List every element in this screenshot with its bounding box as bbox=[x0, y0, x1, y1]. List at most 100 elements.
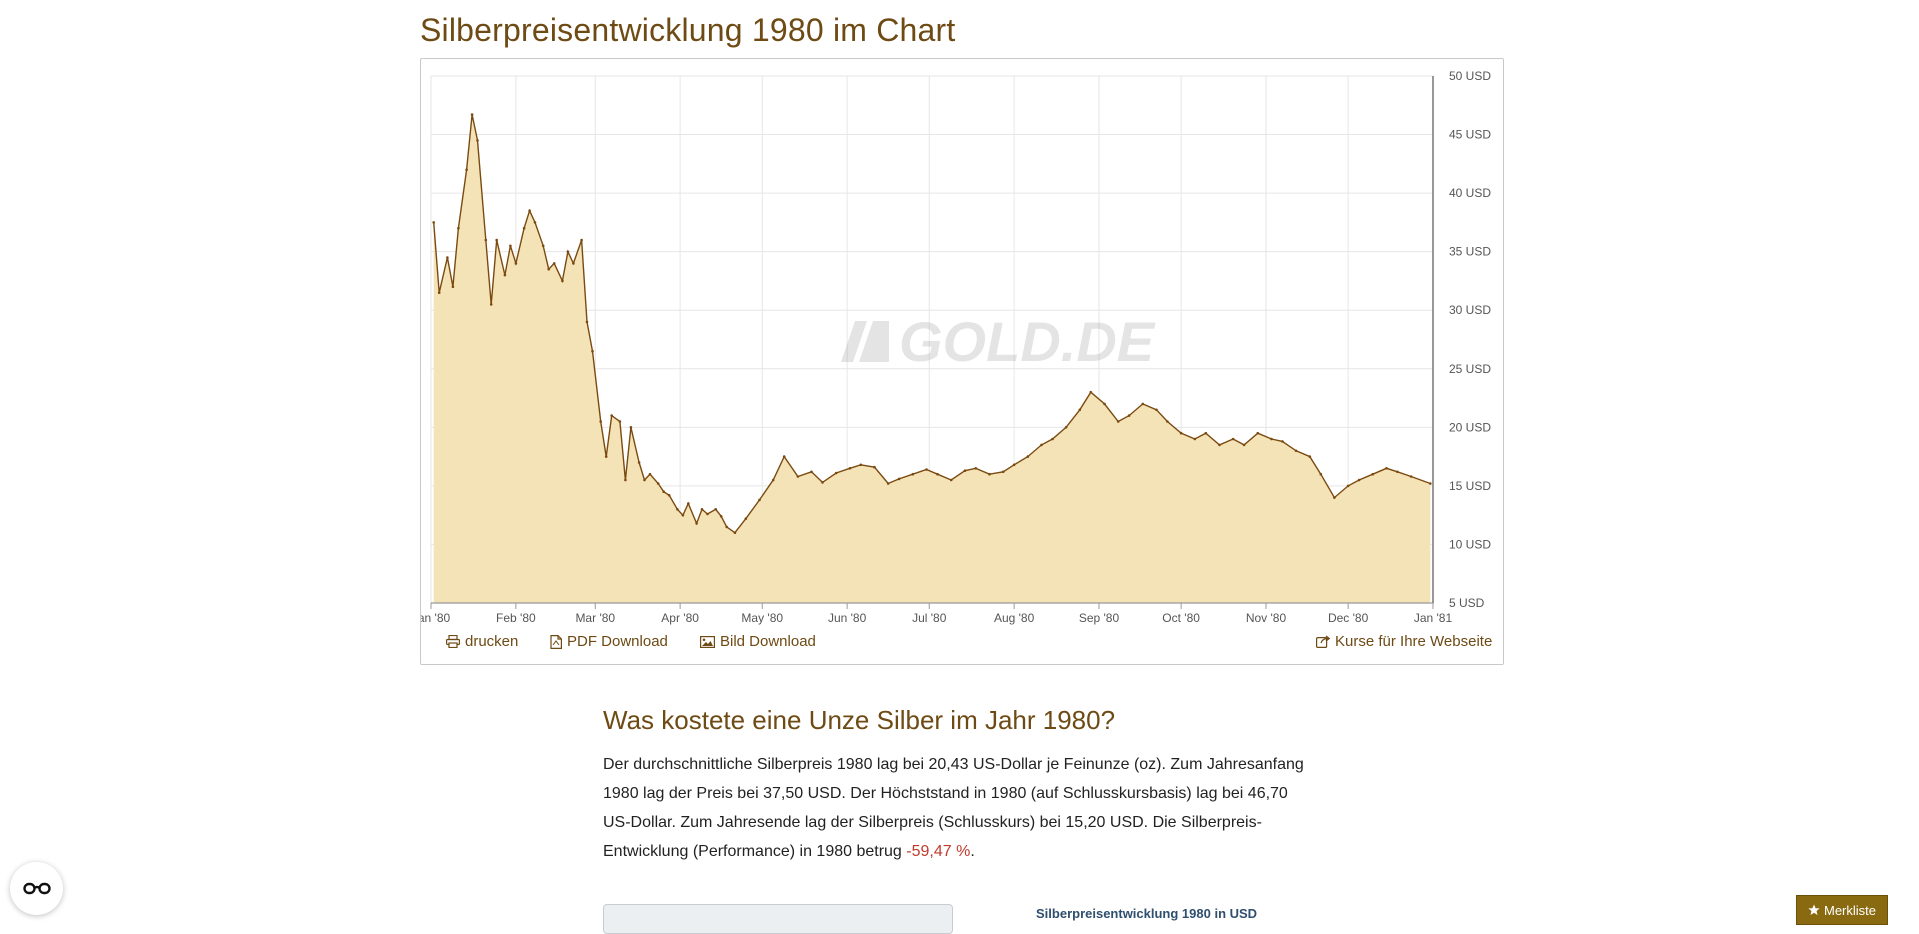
price-point[interactable] bbox=[1078, 408, 1082, 412]
price-point[interactable] bbox=[1040, 443, 1043, 447]
price-point[interactable] bbox=[1051, 437, 1054, 441]
price-point[interactable] bbox=[547, 267, 550, 271]
print-button[interactable]: drucken bbox=[446, 633, 518, 650]
price-point[interactable] bbox=[1308, 455, 1312, 458]
price-point[interactable] bbox=[911, 472, 915, 476]
price-point[interactable] bbox=[1357, 478, 1361, 482]
price-point[interactable] bbox=[585, 320, 589, 324]
price-point[interactable] bbox=[897, 477, 901, 481]
price-point[interactable] bbox=[676, 508, 679, 511]
price-point[interactable] bbox=[667, 494, 671, 497]
price-point[interactable] bbox=[988, 472, 991, 476]
price-point[interactable] bbox=[572, 262, 575, 265]
price-point[interactable] bbox=[758, 498, 761, 502]
price-point[interactable] bbox=[643, 478, 646, 482]
embed-rates-link[interactable]: Kurse für Ihre Webseite bbox=[1316, 633, 1492, 650]
price-point[interactable] bbox=[700, 508, 704, 511]
price-point[interactable] bbox=[1179, 431, 1183, 435]
price-point[interactable] bbox=[963, 469, 967, 473]
price-point[interactable] bbox=[1319, 472, 1323, 476]
price-point[interactable] bbox=[744, 517, 748, 520]
accessibility-button[interactable] bbox=[10, 862, 63, 915]
price-point[interactable] bbox=[873, 465, 876, 469]
price-point[interactable] bbox=[451, 285, 455, 289]
price-point[interactable] bbox=[1396, 470, 1399, 474]
price-point[interactable] bbox=[1089, 390, 1093, 394]
price-point[interactable] bbox=[522, 226, 526, 230]
price-point[interactable] bbox=[1141, 402, 1145, 406]
price-point[interactable] bbox=[974, 467, 978, 470]
price-point[interactable] bbox=[1166, 420, 1169, 423]
price-point[interactable] bbox=[618, 420, 622, 423]
price-point[interactable] bbox=[886, 482, 890, 485]
price-point[interactable] bbox=[796, 475, 800, 478]
price-point[interactable] bbox=[1333, 496, 1336, 499]
price-point[interactable] bbox=[514, 262, 518, 265]
price-point[interactable] bbox=[580, 238, 583, 242]
price-point[interactable] bbox=[925, 468, 928, 471]
price-point[interactable] bbox=[782, 455, 786, 458]
price-point[interactable] bbox=[489, 303, 493, 306]
price-point[interactable] bbox=[629, 426, 633, 429]
price-point[interactable] bbox=[662, 490, 665, 494]
price-point[interactable] bbox=[604, 455, 608, 458]
price-point[interactable] bbox=[1001, 470, 1005, 474]
price-point[interactable] bbox=[725, 525, 728, 529]
price-point[interactable] bbox=[1012, 463, 1016, 467]
price-point[interactable] bbox=[859, 463, 863, 467]
price-point[interactable] bbox=[1103, 402, 1106, 406]
price-point[interactable] bbox=[1281, 440, 1284, 443]
price-point[interactable] bbox=[719, 515, 723, 518]
price-point[interactable] bbox=[533, 221, 537, 224]
merkliste-button[interactable]: Merkliste bbox=[1796, 895, 1888, 925]
silver-price-chart[interactable]: GOLD.DE Jan '80 Feb '80 Mar '80 Apr '80 May … bbox=[421, 59, 1505, 629]
price-point[interactable] bbox=[1026, 455, 1030, 458]
price-point[interactable] bbox=[566, 250, 570, 253]
price-point[interactable] bbox=[695, 522, 698, 525]
price-point[interactable] bbox=[1064, 426, 1068, 429]
price-point[interactable] bbox=[1385, 467, 1388, 470]
price-point[interactable] bbox=[733, 531, 737, 534]
price-point[interactable] bbox=[648, 472, 652, 476]
price-point[interactable] bbox=[457, 226, 460, 230]
price-point[interactable] bbox=[446, 256, 449, 259]
price-point[interactable] bbox=[681, 513, 685, 517]
price-point[interactable] bbox=[810, 470, 813, 474]
price-point[interactable] bbox=[656, 482, 660, 485]
price-point[interactable] bbox=[1116, 420, 1120, 423]
price-point[interactable] bbox=[432, 221, 435, 224]
price-point[interactable] bbox=[528, 209, 531, 212]
price-point[interactable] bbox=[1242, 443, 1246, 447]
price-point[interactable] bbox=[624, 478, 627, 482]
price-point[interactable] bbox=[637, 461, 641, 464]
price-point[interactable] bbox=[714, 508, 717, 511]
price-point[interactable] bbox=[476, 139, 479, 142]
price-point[interactable] bbox=[561, 279, 564, 283]
price-point[interactable] bbox=[1204, 431, 1208, 435]
price-point[interactable] bbox=[610, 414, 613, 417]
price-point[interactable] bbox=[936, 472, 939, 476]
pdf-download-button[interactable]: PDF Download bbox=[550, 633, 668, 650]
price-point[interactable] bbox=[1409, 475, 1413, 478]
price-point[interactable] bbox=[1429, 482, 1432, 485]
price-point[interactable] bbox=[470, 113, 474, 116]
price-point[interactable] bbox=[599, 420, 602, 423]
price-point[interactable] bbox=[1218, 443, 1221, 447]
price-point[interactable] bbox=[1127, 414, 1131, 417]
price-point[interactable] bbox=[771, 478, 775, 482]
price-point[interactable] bbox=[1346, 484, 1350, 488]
price-point[interactable] bbox=[821, 481, 824, 484]
price-point[interactable] bbox=[484, 238, 488, 242]
price-point[interactable] bbox=[503, 273, 507, 277]
price-point[interactable] bbox=[1256, 431, 1260, 435]
price-point[interactable] bbox=[1371, 472, 1375, 476]
price-point[interactable] bbox=[949, 478, 953, 482]
price-point[interactable] bbox=[706, 512, 709, 516]
price-point[interactable] bbox=[1193, 437, 1197, 441]
price-point[interactable] bbox=[848, 467, 852, 470]
price-point[interactable] bbox=[541, 244, 545, 248]
price-point[interactable] bbox=[465, 168, 468, 171]
price-point[interactable] bbox=[591, 349, 594, 353]
price-point[interactable] bbox=[552, 262, 556, 265]
price-point[interactable] bbox=[1155, 408, 1158, 412]
